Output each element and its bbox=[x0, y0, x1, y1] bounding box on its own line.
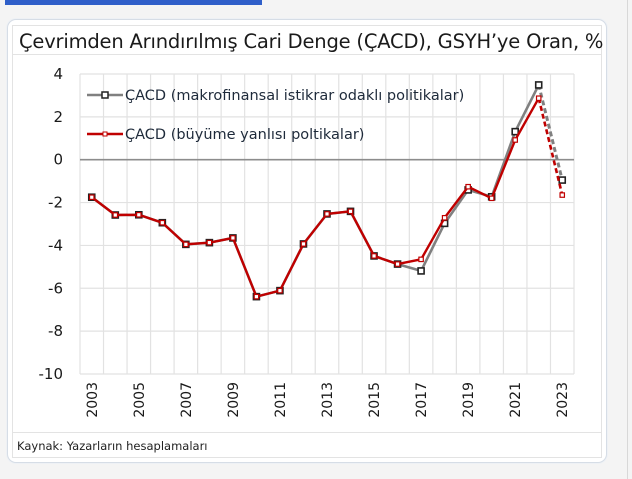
x-tick-label: 2013 bbox=[320, 382, 336, 418]
data-point-marker bbox=[277, 287, 283, 294]
x-tick-label: 2011 bbox=[273, 382, 289, 418]
data-point-marker bbox=[417, 267, 425, 275]
title-divider bbox=[13, 54, 601, 55]
legend-marker bbox=[102, 131, 108, 137]
grid-lines bbox=[79, 73, 575, 375]
data-point-marker bbox=[253, 293, 260, 300]
y-tick-label: -10 bbox=[39, 365, 64, 383]
data-point-marker bbox=[88, 194, 95, 201]
chart-title: Çevrimden Arındırılmış Cari Denge (ÇACD)… bbox=[19, 30, 604, 53]
y-tick-label: -6 bbox=[48, 279, 63, 297]
data-point-marker bbox=[183, 241, 189, 248]
legend: ÇACD (makrofinansal istikrar odaklı poli… bbox=[87, 88, 464, 143]
legend-item: ÇACD (büyüme yanlısı poltikalar) bbox=[87, 127, 364, 143]
data-point-marker bbox=[230, 235, 236, 241]
y-axis-ticks: 4 2 0 -2 -4 -6 -8 -10 bbox=[39, 65, 64, 383]
data-point-marker bbox=[535, 95, 542, 102]
x-tick-label: 2019 bbox=[461, 382, 477, 418]
x-tick-label: 2005 bbox=[132, 382, 148, 418]
y-tick-label: 0 bbox=[53, 151, 63, 169]
x-tick-label: 2003 bbox=[85, 382, 101, 418]
x-axis-ticks: 2003 2005 2007 2009 2011 2013 2015 2017 2019 2021… bbox=[85, 382, 571, 418]
data-point-marker bbox=[324, 211, 330, 217]
page-edge-divider bbox=[627, 0, 628, 479]
series-forecast-segment bbox=[537, 84, 564, 181]
series-lines bbox=[87, 81, 567, 301]
data-point-marker bbox=[300, 241, 307, 247]
x-tick-label: 2021 bbox=[508, 382, 524, 418]
y-tick-label: -4 bbox=[48, 236, 63, 254]
series-line bbox=[91, 97, 540, 298]
source-note: Kaynak: Yazarların hesaplamaları bbox=[17, 439, 208, 453]
chart-frame: Çevrimden Arındırılmış Cari Denge (ÇACD)… bbox=[12, 25, 604, 458]
data-point-marker bbox=[512, 137, 518, 143]
y-tick-label: -2 bbox=[48, 194, 63, 212]
data-point-marker bbox=[441, 214, 448, 221]
x-tick-label: 2017 bbox=[414, 382, 430, 418]
top-banner-bar bbox=[5, 0, 262, 5]
x-tick-label: 2009 bbox=[226, 382, 242, 418]
source-divider bbox=[13, 432, 601, 433]
series-forecast-segment bbox=[537, 97, 564, 196]
data-point-marker bbox=[206, 239, 213, 246]
legend-item: ÇACD (makrofinansal istikrar odaklı poli… bbox=[87, 88, 464, 104]
data-point-marker bbox=[371, 253, 377, 259]
x-tick-label: 2007 bbox=[179, 382, 195, 418]
y-tick-label: -8 bbox=[48, 322, 63, 340]
data-point-marker bbox=[347, 208, 354, 215]
legend-label: ÇACD (büyüme yanlısı poltikalar) bbox=[125, 127, 364, 143]
data-point-marker bbox=[559, 192, 566, 198]
data-point-marker bbox=[112, 212, 119, 218]
y-tick-label: 4 bbox=[53, 65, 63, 83]
data-point-marker bbox=[418, 256, 424, 263]
data-point-marker bbox=[394, 261, 401, 267]
x-tick-label: 2015 bbox=[367, 382, 383, 418]
legend-label: ÇACD (makrofinansal istikrar odaklı poli… bbox=[125, 88, 464, 104]
y-tick-label: 2 bbox=[53, 108, 63, 126]
series-buyume bbox=[88, 95, 566, 300]
x-tick-label: 2023 bbox=[555, 382, 571, 418]
data-point-marker bbox=[511, 127, 519, 136]
data-point-marker bbox=[534, 81, 543, 89]
legend-marker bbox=[101, 91, 109, 99]
data-point-marker bbox=[159, 219, 166, 226]
data-point-marker bbox=[558, 176, 567, 184]
data-point-marker bbox=[136, 211, 142, 218]
data-point-marker bbox=[488, 195, 495, 202]
data-point-marker bbox=[465, 183, 471, 190]
